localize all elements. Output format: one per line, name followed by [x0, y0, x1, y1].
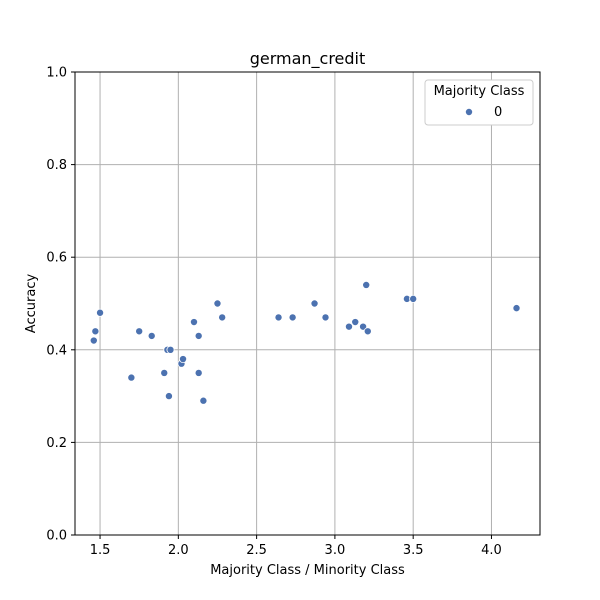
grid: [75, 71, 540, 536]
data-point: [199, 396, 208, 405]
data-point: [166, 345, 175, 354]
data-point: [164, 392, 173, 401]
data-point: [96, 308, 105, 317]
legend-title: Majority Class: [434, 84, 525, 99]
x-tick-label: 2.0: [168, 543, 189, 558]
data-point: [288, 313, 297, 322]
data-point: [274, 313, 283, 322]
y-tick-label: 1.0: [46, 66, 67, 81]
legend-marker: [464, 108, 473, 117]
y-tick-label: 0.2: [46, 436, 67, 451]
data-point: [213, 299, 222, 308]
legend-box: [424, 79, 534, 126]
data-point: [409, 294, 418, 303]
x-tick-label: 2.5: [246, 543, 267, 558]
data-point: [351, 318, 360, 327]
data-point: [135, 327, 144, 336]
y-tick-label: 0.0: [46, 529, 67, 544]
x-tick-label: 4.0: [481, 543, 502, 558]
data-point: [147, 331, 156, 340]
data-point: [310, 299, 319, 308]
x-axis-label: Majority Class / Minority Class: [210, 563, 405, 578]
data-point: [194, 368, 203, 377]
data-point: [127, 373, 136, 382]
x-tick-label: 1.5: [90, 543, 111, 558]
data-point: [359, 322, 368, 331]
data-point: [179, 355, 188, 364]
x-axis-ticks: 1.5 2.0 2.5 3.0 3.5 4.0: [90, 535, 502, 558]
legend: Majority Class 0: [424, 79, 534, 126]
data-point: [160, 368, 169, 377]
x-tick-label: 3.0: [325, 543, 346, 558]
y-axis-ticks: 0.0 0.2 0.4 0.6 0.8 1.0: [46, 66, 75, 544]
data-point: [194, 331, 203, 340]
chart-title: german_credit: [250, 49, 366, 69]
data-points: [89, 280, 521, 405]
plot-frame: [74, 71, 541, 536]
data-point: [89, 336, 98, 345]
data-point: [321, 313, 330, 322]
x-tick-label: 3.5: [403, 543, 424, 558]
data-point: [91, 327, 100, 336]
y-axis-label: Accuracy: [24, 274, 39, 334]
legend-entry-label: 0: [494, 105, 502, 120]
data-point: [362, 280, 371, 289]
data-point: [189, 318, 198, 327]
data-point: [512, 304, 521, 313]
data-point: [344, 322, 353, 331]
y-tick-label: 0.6: [46, 251, 67, 266]
data-point: [363, 327, 372, 336]
y-tick-label: 0.8: [46, 158, 67, 173]
data-point: [218, 313, 227, 322]
y-tick-label: 0.4: [46, 343, 67, 358]
